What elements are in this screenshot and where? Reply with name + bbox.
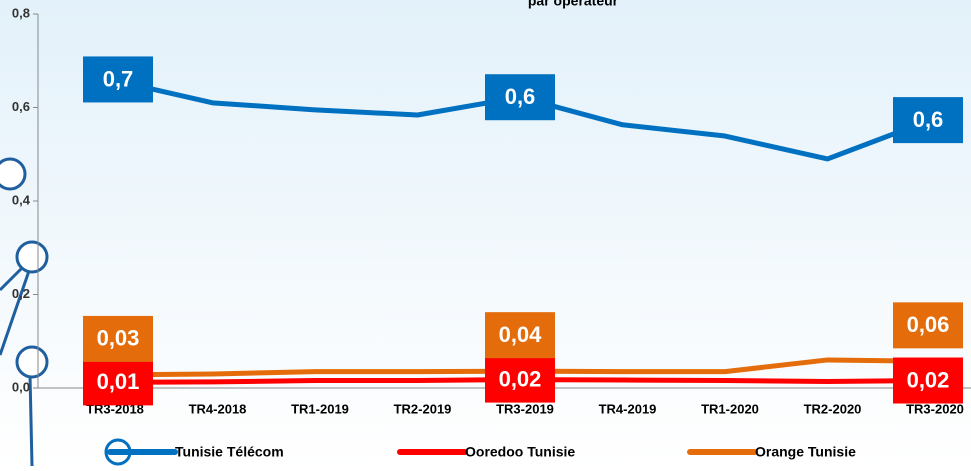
y-tick-label: 0,6 xyxy=(12,99,30,114)
y-tick-label: 0,2 xyxy=(12,286,30,301)
chart-title: par opérateur xyxy=(528,0,619,9)
legend-item: Tunisie Télécom xyxy=(104,438,284,466)
x-tick-label: TR1-2019 xyxy=(291,401,349,416)
x-tick-label: TR2-2020 xyxy=(804,401,862,416)
legend-label: Tunisie Télécom xyxy=(175,444,284,460)
legend-label: Orange Tunisie xyxy=(755,444,856,460)
x-tick-label: TR4-2019 xyxy=(599,401,657,416)
legend-marker xyxy=(104,438,132,466)
value-label-box xyxy=(83,56,153,103)
value-label-box xyxy=(893,97,963,144)
value-label: 0,01 xyxy=(97,369,140,394)
value-label-box xyxy=(485,312,555,359)
value-label-box xyxy=(83,359,153,406)
value-label: 0,03 xyxy=(97,326,140,351)
value-label: 0,7 xyxy=(103,66,134,91)
value-label: 0,02 xyxy=(907,367,950,392)
legend-label: Ooredoo Tunisie xyxy=(465,444,575,460)
value-label: 0,6 xyxy=(913,107,944,132)
y-tick-label: 0,0 xyxy=(12,379,30,394)
legend-item: Orange Tunisie xyxy=(687,444,856,460)
value-label: 0,6 xyxy=(505,84,536,109)
value-label-box xyxy=(893,302,963,349)
value-label-box xyxy=(485,356,555,403)
decoration xyxy=(0,157,49,467)
x-tick-label: TR2-2019 xyxy=(394,401,452,416)
x-tick-label: TR3-2020 xyxy=(906,401,964,416)
y-tick-label: 0,8 xyxy=(12,5,30,20)
x-tick-label: TR3-2019 xyxy=(496,401,554,416)
value-label-box xyxy=(83,315,153,362)
value-label-box xyxy=(485,74,555,121)
legend-item: Ooredoo Tunisie xyxy=(397,444,575,460)
value-label-box xyxy=(893,357,963,404)
x-tick-label: TR4-2018 xyxy=(189,401,247,416)
x-tick-label: TR1-2020 xyxy=(701,401,759,416)
value-label: 0,04 xyxy=(499,322,543,347)
value-label: 0,06 xyxy=(907,312,950,337)
value-label: 0,02 xyxy=(499,366,542,391)
y-tick-label: 0,4 xyxy=(12,192,31,207)
